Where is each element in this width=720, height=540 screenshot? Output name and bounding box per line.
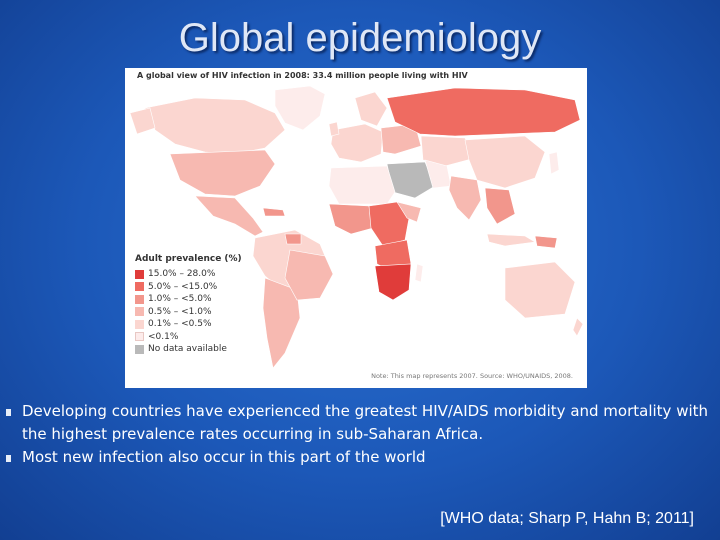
- region-southeast-asia: [484, 187, 516, 225]
- region-canada: [144, 97, 286, 155]
- legend-item: No data available: [135, 343, 242, 356]
- region-china: [464, 135, 546, 189]
- slide-title: Global epidemiology: [178, 16, 542, 60]
- legend-item: 5.0% – <15.0%: [135, 281, 242, 294]
- legend-swatch: [135, 307, 144, 317]
- map-legend: Adult prevalence (%) 15.0% – 28.0% 5.0% …: [135, 254, 242, 356]
- region-scandinavia: [354, 91, 388, 127]
- map-title: A global view of HIV infection in 2008: …: [137, 71, 468, 80]
- region-india: [448, 175, 482, 221]
- legend-swatch: [135, 269, 144, 279]
- legend-item: 1.0% – <5.0%: [135, 293, 242, 306]
- bullet-marker-icon: [6, 455, 11, 462]
- legend-swatch: [135, 282, 144, 292]
- region-indonesia: [486, 233, 536, 247]
- region-west-africa: [328, 203, 374, 235]
- legend-swatch: [135, 344, 144, 354]
- citation: [WHO data; Sharp P, Hahn B; 2011]: [440, 510, 694, 527]
- legend-label: 5.0% – <15.0%: [148, 281, 218, 292]
- bullet-item: Most new infection also occur in this pa…: [4, 446, 714, 469]
- legend-label: No data available: [148, 344, 227, 355]
- region-north-africa: [328, 165, 396, 205]
- legend-label: 15.0% – 28.0%: [148, 269, 216, 280]
- region-japan: [548, 151, 560, 175]
- legend-swatch: [135, 332, 144, 342]
- region-western-europe: [330, 123, 384, 163]
- bullet-item: Developing countries have experienced th…: [4, 400, 714, 446]
- legend-item: 0.1% – <0.5%: [135, 318, 242, 331]
- region-madagascar: [414, 263, 424, 283]
- legend-label: 0.5% – <1.0%: [148, 306, 212, 317]
- region-greenland: [274, 85, 326, 131]
- legend-title: Adult prevalence (%): [135, 254, 242, 264]
- bullet-text: Developing countries have experienced th…: [22, 402, 709, 443]
- legend-swatch: [135, 294, 144, 304]
- region-uk: [328, 121, 340, 137]
- bullet-text: Most new infection also occur in this pa…: [22, 448, 426, 466]
- legend-item: <0.1%: [135, 331, 242, 344]
- region-usa: [169, 149, 276, 197]
- region-southern-africa: [374, 263, 412, 301]
- region-central-asia: [420, 135, 476, 167]
- legend-item: 15.0% – 28.0%: [135, 268, 242, 281]
- region-central-america: [194, 195, 264, 237]
- region-guianas: [284, 233, 302, 245]
- legend-item: 0.5% – <1.0%: [135, 306, 242, 319]
- bullet-marker-icon: [6, 409, 11, 416]
- region-horn-of-africa: [396, 201, 422, 223]
- map-source-note: Note: This map represents 2007. Source: …: [371, 372, 573, 380]
- legend-label: <0.1%: [148, 331, 179, 342]
- region-png: [534, 235, 558, 249]
- legend-label: 1.0% – <5.0%: [148, 294, 212, 305]
- hiv-prevalence-map-figure: A global view of HIV infection in 2008: …: [125, 68, 587, 388]
- legend-label: 0.1% – <0.5%: [148, 319, 212, 330]
- region-caribbean: [262, 207, 286, 217]
- region-australia: [504, 261, 576, 319]
- world-map: [129, 85, 584, 369]
- legend-swatch: [135, 319, 144, 329]
- region-alaska: [129, 107, 156, 135]
- region-brazil: [284, 249, 334, 301]
- region-russia: [386, 87, 581, 137]
- region-new-zealand: [572, 317, 584, 337]
- bullet-list: Developing countries have experienced th…: [4, 400, 714, 469]
